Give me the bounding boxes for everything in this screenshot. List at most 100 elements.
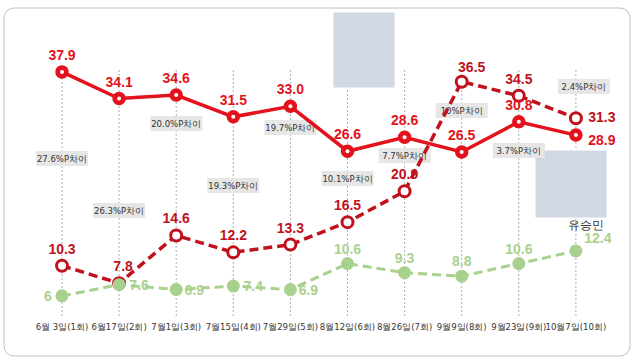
point (570, 113, 581, 124)
annotation-box (207, 178, 259, 193)
point (114, 280, 124, 290)
x-tick-label: 8월12일(6회) (320, 322, 375, 332)
point (114, 278, 125, 289)
data-label: 13.3 (277, 220, 304, 236)
data-label: 12.4 (584, 230, 611, 246)
data-label: 36.5 (458, 59, 485, 75)
data-label: 26.6 (334, 126, 361, 142)
data-label: 28.6 (391, 112, 418, 128)
data-label: 30.8 (505, 97, 532, 113)
annotation-box (322, 171, 374, 186)
point-center (460, 150, 464, 154)
annotation-box (36, 151, 88, 166)
data-label: 37.9 (48, 47, 75, 63)
annotation-box (558, 79, 610, 94)
annotation-box (93, 203, 145, 218)
point (171, 285, 181, 295)
data-label: 7.8 (113, 258, 133, 274)
data-label: 33.0 (277, 81, 304, 97)
annotation: 19.7%P차이 (265, 123, 315, 133)
point (285, 239, 296, 250)
series-line (62, 72, 576, 152)
x-tick-label: 7월29일(5회) (263, 322, 318, 332)
point (285, 285, 295, 295)
data-label: 20.9 (391, 166, 418, 182)
point (457, 271, 467, 281)
point-center (346, 149, 350, 153)
annotation: 26.3%P차이 (94, 206, 144, 216)
point (57, 66, 68, 77)
data-label: 14.6 (163, 210, 190, 226)
point (513, 116, 524, 127)
series-group (57, 66, 582, 300)
data-label: 34.1 (105, 74, 132, 90)
point-center (231, 115, 235, 119)
point (57, 291, 67, 301)
x-tick-label: 7월1일(3회) (151, 322, 201, 332)
data-label: 6 (44, 288, 52, 304)
grid-line (62, 70, 63, 318)
x-tick-label: 8월26일(7회) (377, 322, 432, 332)
series-name: 유승민 (568, 218, 604, 232)
point (171, 230, 182, 241)
point (114, 93, 125, 104)
point (342, 146, 353, 157)
data-label: 10.6 (505, 241, 532, 257)
annotation: 10.1%P차이 (322, 174, 372, 184)
annotation: 27.6%P차이 (37, 154, 87, 164)
data-label: 26.5 (448, 127, 475, 143)
annotation: 2.4%P차이 (562, 82, 607, 92)
data-label: 6.9 (299, 282, 319, 298)
grid-line (176, 70, 177, 318)
data-label: 34.6 (163, 70, 190, 86)
data-label: 10.6 (334, 241, 361, 257)
point (456, 146, 467, 157)
point (228, 281, 238, 291)
point (57, 260, 68, 271)
photo (333, 12, 395, 88)
point-center (403, 135, 407, 139)
point (285, 101, 296, 112)
frame (4, 8, 630, 356)
annotation-box (379, 148, 431, 163)
point (342, 217, 353, 228)
point (570, 130, 581, 141)
point-center (117, 97, 121, 101)
annotation: 3.7%P차이 (496, 146, 541, 156)
grid-line (347, 70, 348, 318)
point-center (174, 93, 178, 97)
point (399, 186, 410, 197)
point-center (60, 70, 64, 74)
x-tick-label: 10월7일(10회) (546, 322, 607, 332)
point (514, 259, 524, 269)
point (456, 76, 467, 87)
x-tick-label: 7월15일(4회) (206, 322, 261, 332)
annotation: 19.3%P차이 (208, 181, 258, 191)
point (399, 132, 410, 143)
point (571, 246, 581, 256)
data-label: 7.4 (244, 278, 264, 294)
point (171, 90, 182, 101)
data-label: 7.6 (129, 277, 149, 293)
annotation: 20.0%P차이 (151, 119, 201, 129)
data-label: 31.5 (220, 92, 247, 108)
data-label: 6.9 (184, 282, 204, 298)
data-label: 10.3 (48, 241, 75, 257)
point-center (288, 104, 292, 108)
point (400, 268, 410, 278)
x-tick-label: 9월9일(8회) (437, 322, 487, 332)
series-line (62, 251, 576, 296)
x-tick-label: 6월17일(2회) (91, 322, 146, 332)
point-center (517, 120, 521, 124)
x-tick-label: 9월23일(9회) (491, 322, 546, 332)
chart-svg: 27.6%P차이 26.3%P차이 20.0%P차이 19.3%P차이 19.7%P차이… (0, 0, 635, 361)
data-label: 8.8 (452, 253, 472, 269)
point-center (574, 133, 578, 137)
point (228, 247, 239, 258)
chart-container: 27.6%P차이 26.3%P차이 20.0%P차이 19.3%P차이 19.7%P차이… (0, 0, 635, 361)
data-label: 28.9 (588, 132, 615, 148)
point (228, 111, 239, 122)
series-line (62, 82, 576, 284)
annotation-box (493, 143, 545, 158)
data-label: 12.2 (220, 227, 247, 243)
